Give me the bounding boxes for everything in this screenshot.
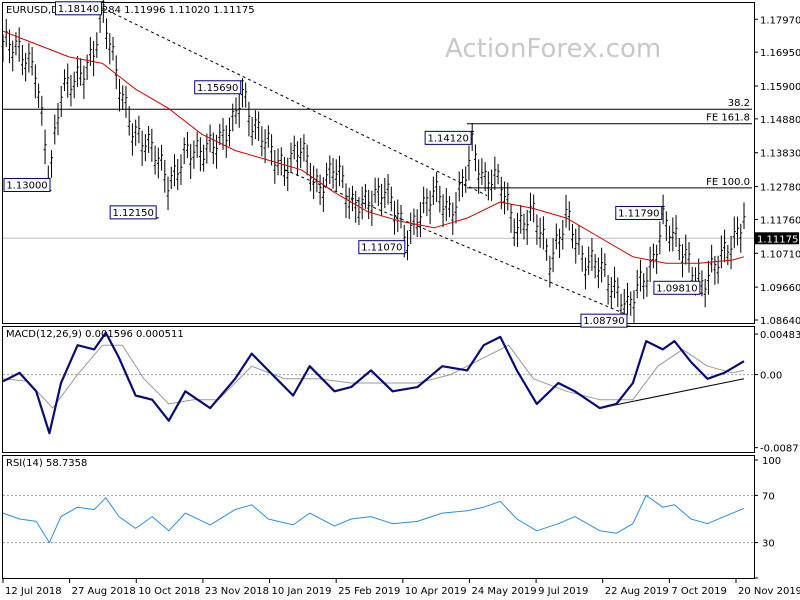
x-tick-label: 20 Nov 2019 <box>738 586 800 597</box>
annotation-box <box>109 205 157 220</box>
rsi-y-tick-label: 30 <box>762 539 775 550</box>
x-tick-label: 10 Jan 2019 <box>272 586 332 597</box>
price-y-tick-label: 1.13830 <box>760 149 800 160</box>
labels-layer: 1.17970 1.16950 1.15900 1.14880 1.13830 1.127… <box>3 1 800 597</box>
x-tick-label: 10 Oct 2018 <box>138 586 200 597</box>
x-tick-label: 24 May 2019 <box>471 586 536 597</box>
annotation-box <box>194 80 242 95</box>
level-label: FE 100.0 <box>706 177 750 188</box>
annotation-text: 1.12150 <box>112 208 153 219</box>
price-annotation: 1.14120 <box>424 130 475 145</box>
price-y-tick-label: 1.11760 <box>760 215 800 226</box>
price-pane-frame <box>2 2 755 324</box>
price-y-tick-label: 1.14880 <box>760 115 800 126</box>
price-annotation: 1.15690 <box>194 80 244 95</box>
price-annotation: 1.18140 <box>54 1 105 16</box>
annotation-box <box>358 240 406 255</box>
annotation-box <box>615 205 663 220</box>
macd-pane-frame <box>2 326 755 453</box>
series-layer <box>1 0 746 544</box>
annotation-box <box>3 177 51 192</box>
watermark: ActionForex.com <box>445 34 661 64</box>
macd-pane-title: MACD(12,26,9) 0.001596 0.000511 <box>6 329 184 340</box>
price-annotation: 1.08790 <box>580 313 630 328</box>
x-tick-label: 7 Oct 2019 <box>671 586 726 597</box>
annotation-box <box>653 280 701 295</box>
annotation-box <box>424 130 472 145</box>
x-tick-label: 27 Aug 2018 <box>72 586 136 597</box>
price-y-tick-label: 1.16950 <box>760 48 800 59</box>
price-annotation: 1.12150 <box>109 205 160 220</box>
rsi-line <box>2 494 745 544</box>
annotation-text: 1.09810 <box>656 283 697 294</box>
annotation-text: 1.11070 <box>361 243 402 254</box>
moving-average-line <box>2 30 745 264</box>
x-tick-label: 22 Aug 2019 <box>605 586 669 597</box>
level-label: 38.2 <box>728 98 750 109</box>
annotation-text: 1.11790 <box>618 208 659 219</box>
x-tick-label: 9 Jul 2019 <box>538 586 588 597</box>
x-tick-label: 10 Apr 2019 <box>405 586 467 597</box>
annotation-text: 1.13000 <box>6 180 47 191</box>
annotation-text: 1.18140 <box>58 4 99 15</box>
price-y-tick-label: 1.09660 <box>760 283 800 294</box>
rsi-pane-title: RSI(14) 58.7358 <box>6 458 87 469</box>
macd-y-tick-label: 0.004832 <box>760 330 800 341</box>
macd-line <box>2 331 745 435</box>
macd-y-tick-label: -0.008718 <box>760 444 800 455</box>
rsi-pane-frame <box>2 455 755 579</box>
x-tick-label: 25 Feb 2019 <box>338 586 400 597</box>
price-annotation: 1.11790 <box>615 205 665 220</box>
price-y-tick-label: 1.15900 <box>760 82 800 93</box>
annotation-box <box>580 313 628 328</box>
annotation-text: 1.15690 <box>197 83 238 94</box>
price-annotation: 1.11070 <box>358 240 408 255</box>
price-y-tick-label: 1.08640 <box>760 316 800 327</box>
rsi-y-tick-label: 70 <box>762 491 775 502</box>
current-price-badge <box>755 232 799 245</box>
rsi-y-tick-label: 100 <box>762 456 781 467</box>
trendline-dashed-upper <box>102 7 488 197</box>
price-y-tick-label: 1.10710 <box>760 249 800 260</box>
macd-trendline <box>599 378 745 409</box>
annotation-text: 1.14120 <box>427 133 468 144</box>
price-annotation: 1.09810 <box>653 280 703 295</box>
annotation-text: 1.08790 <box>583 316 624 327</box>
macd-y-tick-label: 0.00 <box>760 371 782 382</box>
price-annotation: 1.13000 <box>3 177 52 192</box>
x-tick-label: 12 Jul 2018 <box>5 586 62 597</box>
price-y-tick-label: 1.17970 <box>760 15 800 26</box>
annotation-box <box>54 1 102 16</box>
trendline-dashed-lower <box>284 169 629 316</box>
level-label: FE 161.8 <box>706 113 750 124</box>
price-pane-title: EURUSD,Daily 1.11284 1.11996 1.11020 1.1… <box>6 5 255 16</box>
grid-layer <box>2 7 758 583</box>
price-y-tick-label: 1.12780 <box>760 183 800 194</box>
x-tick-label: 23 Nov 2018 <box>205 586 269 597</box>
current-price-value: 1.11175 <box>757 234 798 245</box>
